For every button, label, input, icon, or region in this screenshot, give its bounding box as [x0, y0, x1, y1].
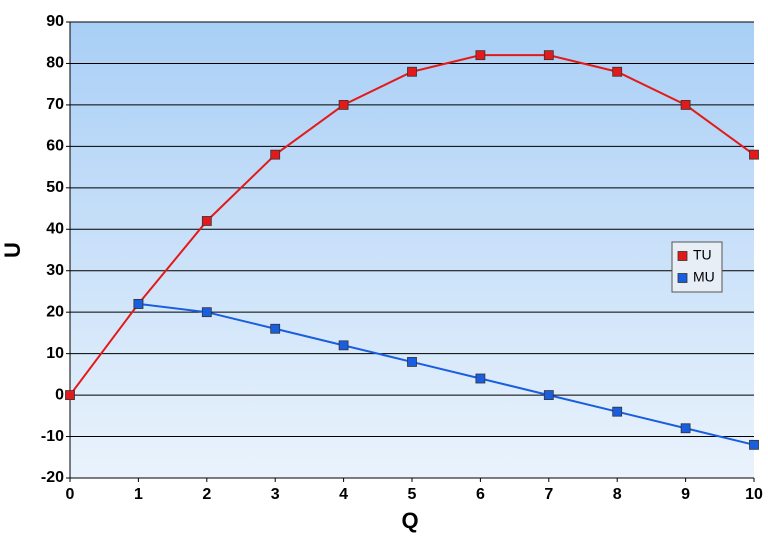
point-marker: [270, 149, 281, 160]
point-marker: [338, 340, 349, 351]
legend: TU MU: [671, 241, 723, 293]
y-tick-label: 10: [46, 345, 64, 362]
point-marker: [749, 149, 759, 160]
x-tick-label: 10: [745, 486, 763, 503]
y-tick-label: 40: [46, 220, 64, 237]
x-tick-label: 3: [271, 486, 280, 503]
point-marker: [407, 66, 417, 77]
x-tick-label: 9: [681, 486, 690, 503]
series-line: [138, 302, 755, 446]
y-tick-label: 60: [46, 138, 64, 155]
x-tick-label: 4: [339, 486, 348, 503]
x-tick-label: 8: [613, 486, 622, 503]
x-tick-label: 6: [476, 486, 485, 503]
y-tick-label: 70: [46, 96, 64, 113]
point-marker: [749, 439, 759, 450]
point-marker: [270, 323, 281, 334]
y-tick-label: 30: [46, 262, 64, 279]
x-tick-label: 1: [134, 486, 143, 503]
point-marker: [475, 373, 486, 384]
legend-box: [671, 241, 723, 293]
y-tick-label: 90: [46, 13, 64, 30]
point-marker: [543, 390, 554, 400]
point-marker: [680, 100, 691, 110]
point-marker: [65, 390, 75, 400]
y-tick-label: 20: [46, 303, 64, 320]
x-axis-label: Q: [401, 508, 418, 533]
point-marker: [475, 50, 486, 61]
point-marker: [201, 216, 212, 226]
y-tick-label: -10: [41, 428, 64, 445]
x-tick-label: 5: [408, 486, 417, 503]
legend-swatch: [677, 273, 688, 283]
point-marker: [543, 50, 554, 61]
plot-area: [70, 22, 754, 478]
point-marker: [201, 307, 212, 318]
point-marker: [680, 423, 691, 434]
point-marker: [133, 298, 144, 309]
point-marker: [612, 406, 623, 417]
y-tick-label: 50: [46, 179, 64, 196]
point-marker: [612, 66, 623, 77]
point-marker: [338, 100, 349, 110]
x-tick-label: 2: [202, 486, 211, 503]
x-tick-label: 0: [66, 486, 75, 503]
y-tick-label: 0: [55, 386, 64, 403]
point-marker: [407, 357, 417, 367]
y-axis-label: U: [0, 242, 25, 258]
y-tick-label: -20: [41, 469, 64, 486]
legend-swatch: [677, 251, 688, 261]
x-tick-label: 7: [544, 486, 553, 503]
y-tick-label: 80: [46, 55, 64, 72]
legend-label: MU: [693, 269, 715, 285]
legend-label: TU: [693, 247, 712, 263]
